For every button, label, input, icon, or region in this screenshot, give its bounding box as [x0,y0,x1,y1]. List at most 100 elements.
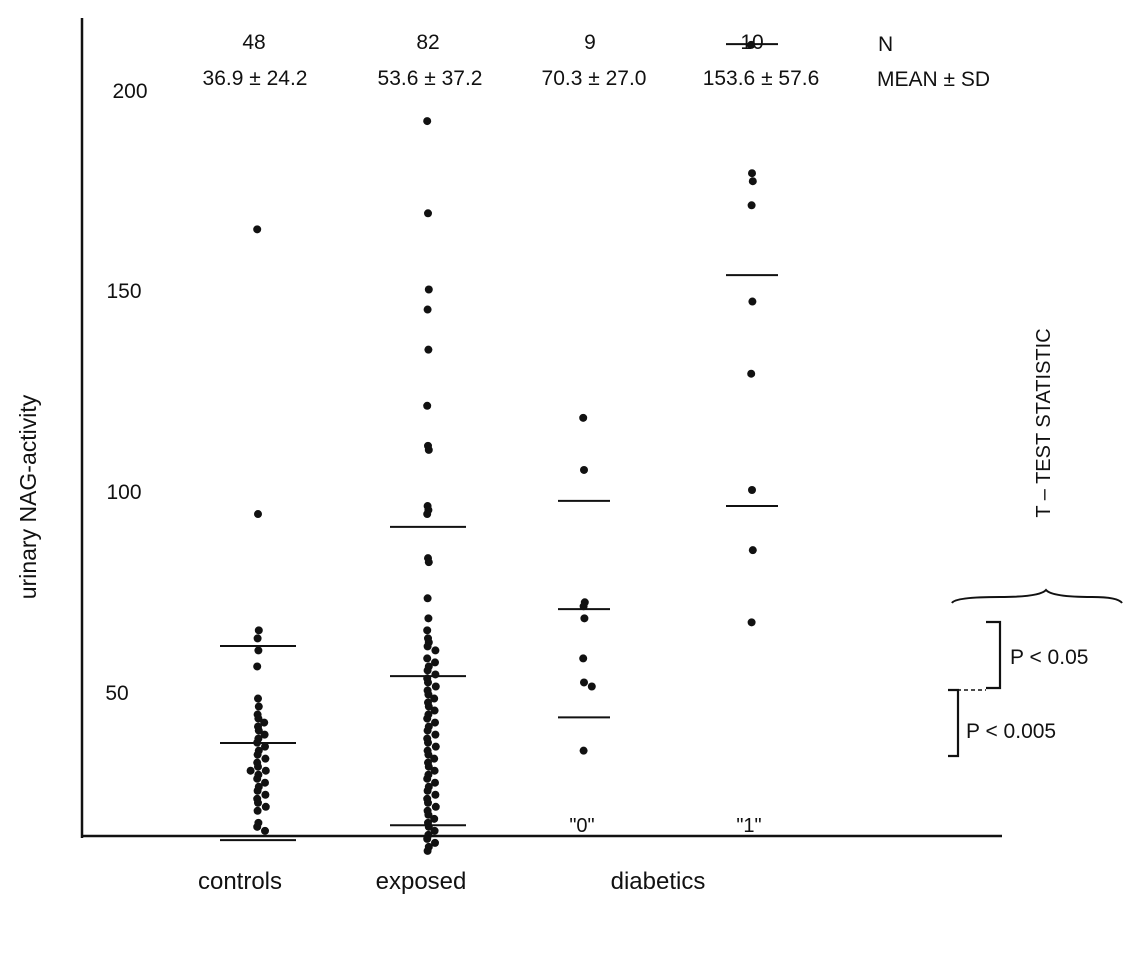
data-point-diabetics-0-7 [587,682,596,691]
data-point-diabetics-0-6 [580,678,588,687]
data-point-diabetics-1-5 [747,369,756,378]
data-point-exposed-35 [423,714,432,723]
data-point-controls-35 [253,822,262,831]
data-point-exposed-7 [424,445,433,454]
data-point-diabetics-1-8 [747,618,756,627]
data-point-diabetics-1-7 [748,546,757,555]
data-point-controls-22 [261,766,270,775]
data-point-exposed-57 [431,802,440,811]
p-bracket-1 [986,620,1002,690]
data-point-exposed-30 [430,694,439,703]
data-point-exposed-66 [431,838,439,847]
data-point-controls-25 [253,774,262,783]
data-point-exposed-39 [431,730,440,739]
sub-label-1: "1" [736,815,761,837]
data-point-controls-29 [261,790,270,799]
data-point-controls-28 [253,786,262,795]
y-tick-label-200: 200 [112,80,147,103]
data-point-exposed-2 [424,285,433,294]
data-point-controls-33 [253,806,262,815]
p-bracket-2 [948,688,960,758]
data-point-exposed-38 [423,726,432,735]
group-stats-controls: 36.9 ± 24.2 [203,67,308,90]
sub-label-0: "0" [569,815,594,837]
data-point-exposed-45 [430,754,439,763]
y-tick-label-150: 150 [106,280,141,303]
data-point-exposed-51 [431,778,439,787]
data-point-diabetics-0-1 [580,465,588,474]
data-marks [220,40,778,855]
data-point-controls-19 [261,754,270,763]
data-point-exposed-56 [424,798,432,807]
data-point-exposed-63 [430,826,439,835]
data-point-exposed-65 [423,834,432,843]
data-point-diabetics-0-4 [580,614,589,623]
data-point-controls-0 [253,225,262,234]
data-point-exposed-5 [423,401,432,410]
data-point-exposed-27 [431,682,440,691]
data-point-controls-13 [260,730,269,739]
stats-row-label: MEAN ± SD [877,68,990,91]
data-point-exposed-24 [431,670,440,679]
data-point-exposed-68 [423,846,432,855]
data-point-controls-36 [261,826,269,835]
t-test-brace [951,588,1123,604]
data-point-diabetics-1-3 [747,201,756,210]
data-point-exposed-47 [424,762,433,771]
data-point-exposed-23 [423,666,432,675]
data-point-controls-26 [261,778,269,787]
data-point-controls-21 [254,762,262,771]
data-point-exposed-13 [423,594,432,603]
data-point-controls-32 [261,802,270,811]
data-point-controls-2 [254,626,263,635]
data-point-controls-9 [254,714,263,723]
data-point-exposed-59 [424,810,433,819]
data-point-exposed-29 [424,690,433,699]
data-point-exposed-44 [424,750,433,759]
data-point-controls-23 [246,766,255,775]
data-point-exposed-53 [423,786,432,795]
data-point-controls-16 [261,742,269,751]
data-point-exposed-41 [424,738,432,747]
data-point-exposed-1 [424,209,432,218]
data-point-exposed-18 [423,642,432,651]
data-point-exposed-33 [430,706,439,715]
p-value-1: P < 0.05 [1010,646,1088,669]
data-point-controls-3 [253,634,262,643]
data-point-controls-1 [254,510,262,519]
data-point-exposed-10 [423,510,432,519]
data-point-exposed-19 [431,646,440,655]
data-point-controls-4 [254,646,263,655]
group-stats-diabetics-0: 70.3 ± 27.0 [542,67,647,90]
data-point-exposed-42 [431,742,440,751]
x-label-controls: controls [198,868,282,895]
group-stats-diabetics-1: 153.6 ± 57.6 [703,67,820,90]
t-test-title: T – TEST STATISTIC [1033,328,1055,517]
data-point-exposed-48 [430,766,439,775]
data-point-exposed-12 [424,558,433,567]
data-point-controls-10 [260,718,269,727]
x-label-diabetics: diabetics [611,868,706,895]
data-point-exposed-20 [423,654,432,663]
data-point-exposed-4 [424,345,433,354]
data-point-controls-7 [254,702,263,711]
data-point-exposed-50 [423,774,432,783]
data-point-diabetics-0-8 [579,746,588,755]
data-point-diabetics-1-1 [748,169,756,178]
y-tick-label-100: 100 [106,481,141,504]
data-point-controls-12 [254,726,263,735]
data-point-diabetics-1-4 [748,297,757,306]
group-n-controls: 48 [242,31,265,54]
data-point-controls-6 [254,694,262,703]
y-axis-title: urinary NAG-activity [15,394,41,599]
data-point-exposed-0 [423,117,432,126]
data-point-exposed-15 [423,626,432,635]
data-point-diabetics-0-5 [579,654,588,663]
data-point-diabetics-1-6 [748,486,756,494]
data-point-controls-5 [253,662,262,671]
data-point-exposed-60 [430,814,439,823]
data-point-controls-18 [253,750,262,759]
data-point-controls-31 [254,798,262,807]
